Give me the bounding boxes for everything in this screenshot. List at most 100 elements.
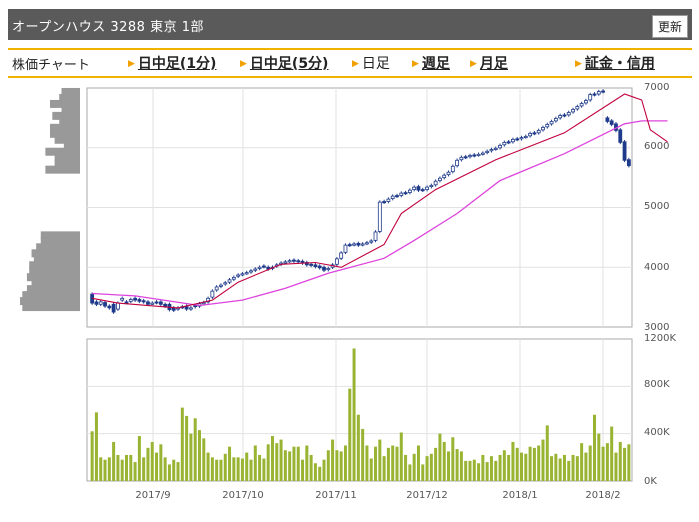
candle-body — [489, 149, 494, 152]
volume-bar — [597, 433, 601, 481]
volume-bar — [571, 454, 575, 481]
candle-body — [601, 90, 605, 93]
candle-body — [412, 186, 417, 190]
candle-body — [317, 265, 322, 269]
nav-margin[interactable]: ▶ 証金・信用 — [575, 56, 655, 72]
volume-bar — [215, 459, 219, 481]
volume-bar — [313, 463, 317, 481]
candle-body — [528, 133, 533, 137]
price-volume-bar — [52, 111, 80, 120]
volume-bar — [447, 451, 451, 481]
price-volume-bar — [61, 87, 80, 96]
volume-bar — [442, 441, 446, 481]
volume-bar — [167, 464, 171, 481]
arrow-icon: ▶ — [128, 59, 135, 69]
price-volume-bar — [54, 153, 80, 162]
candle-body — [261, 265, 266, 268]
nav-weekly[interactable]: ▶ 週足 — [412, 56, 450, 72]
candle-body — [240, 273, 245, 276]
volume-bar — [395, 446, 399, 481]
volume-bar — [210, 457, 214, 481]
arrow-icon: ▶ — [575, 59, 582, 69]
volume-bar — [142, 457, 146, 481]
volume-bar — [116, 454, 120, 481]
volume-bar — [253, 445, 257, 481]
candle-body — [283, 261, 288, 264]
candle-body — [416, 186, 421, 191]
candle-body — [231, 277, 236, 280]
candle-body — [480, 152, 485, 155]
volume-bar — [532, 447, 536, 481]
volume-bar — [567, 460, 571, 481]
candle-body — [188, 307, 193, 310]
volume-tick-label: 400K — [644, 427, 670, 438]
candle-body — [369, 240, 374, 243]
price-volume-bar — [29, 261, 80, 270]
volume-bar — [193, 418, 197, 481]
candle-body — [562, 114, 567, 117]
candle-body — [438, 177, 442, 182]
nav-monthly[interactable]: ▶ 月足 — [470, 56, 508, 72]
candle-body — [352, 243, 356, 246]
volume-bar — [464, 460, 468, 481]
nav-intraday-1min[interactable]: ▶ 日中足(1分) — [128, 56, 217, 72]
volume-bar — [202, 438, 206, 481]
volume-bar — [120, 459, 124, 481]
volume-bar — [472, 459, 476, 481]
volume-bar — [605, 443, 609, 481]
volume-bar — [266, 444, 270, 481]
header-bar: オープンハウス 3288 東京 1部 更新 — [8, 9, 692, 40]
volume-bar — [197, 430, 201, 481]
candle-body — [326, 268, 331, 271]
candle-body — [382, 201, 387, 204]
volume-bar — [374, 446, 378, 481]
candle-body — [94, 301, 99, 305]
refresh-button[interactable]: 更新 — [651, 15, 688, 38]
candle-body — [596, 91, 601, 95]
price-volume-bar — [31, 279, 81, 288]
nav-daily[interactable]: ▶ 日足 — [352, 56, 390, 72]
candle-body — [609, 120, 614, 125]
volume-bar — [588, 445, 592, 481]
candle-body — [446, 171, 451, 176]
volume-bar — [485, 462, 489, 481]
candle-body — [133, 297, 137, 301]
volume-bar — [322, 459, 326, 481]
price-volume-bar — [50, 129, 80, 138]
candle-body — [171, 307, 176, 311]
candle-body — [536, 130, 541, 134]
candle-body — [249, 270, 253, 273]
volume-bar — [623, 447, 627, 481]
candle-body — [360, 243, 365, 246]
volume-bar — [481, 454, 485, 481]
volume-bar — [580, 443, 584, 481]
candle-body — [403, 192, 408, 195]
volume-bar — [434, 447, 438, 481]
candle-body — [146, 301, 150, 305]
candle-body — [137, 299, 142, 302]
volume-bar — [163, 457, 167, 481]
candle-body — [566, 112, 571, 116]
nav-intraday-5min[interactable]: ▶ 日中足(5分) — [240, 56, 329, 72]
candle-body — [219, 284, 223, 287]
candle-body — [429, 184, 434, 187]
price-tick-label: 5000 — [644, 201, 669, 212]
candle-body — [111, 303, 116, 313]
volume-bar — [365, 445, 369, 481]
candle-body — [377, 201, 382, 232]
candle-body — [154, 301, 159, 304]
volume-bar — [382, 456, 386, 481]
candle-body — [476, 153, 481, 156]
volume-bar — [159, 444, 163, 481]
volume-bar — [279, 439, 283, 481]
volume-bar — [425, 456, 429, 481]
candle-body — [158, 301, 163, 305]
candle-body — [386, 198, 391, 202]
volume-bar — [335, 450, 339, 481]
volume-bar — [593, 414, 597, 481]
volume-bar — [305, 445, 309, 481]
volume-bar — [258, 454, 262, 481]
price-tick-label: 3000 — [644, 322, 669, 333]
candle-body — [223, 282, 228, 285]
